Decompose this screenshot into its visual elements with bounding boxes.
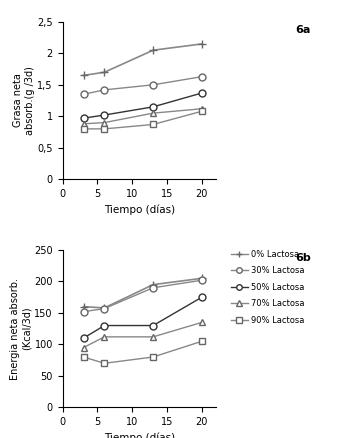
Text: 6a: 6a xyxy=(295,25,311,35)
Legend: 0% Lactosa, 30% Lactosa, 50% Lactosa, 70% Lactosa, 90% Lactosa: 0% Lactosa, 30% Lactosa, 50% Lactosa, 70… xyxy=(228,246,308,328)
X-axis label: Tiempo (días): Tiempo (días) xyxy=(104,205,175,215)
Text: 6b: 6b xyxy=(295,253,311,263)
Y-axis label: Energia neta absorb.
(Kcal/3d): Energia neta absorb. (Kcal/3d) xyxy=(10,278,32,380)
X-axis label: Tiempo (días): Tiempo (días) xyxy=(104,433,175,438)
Y-axis label: Grasa neta
absorb.(g /3d): Grasa neta absorb.(g /3d) xyxy=(13,66,34,135)
